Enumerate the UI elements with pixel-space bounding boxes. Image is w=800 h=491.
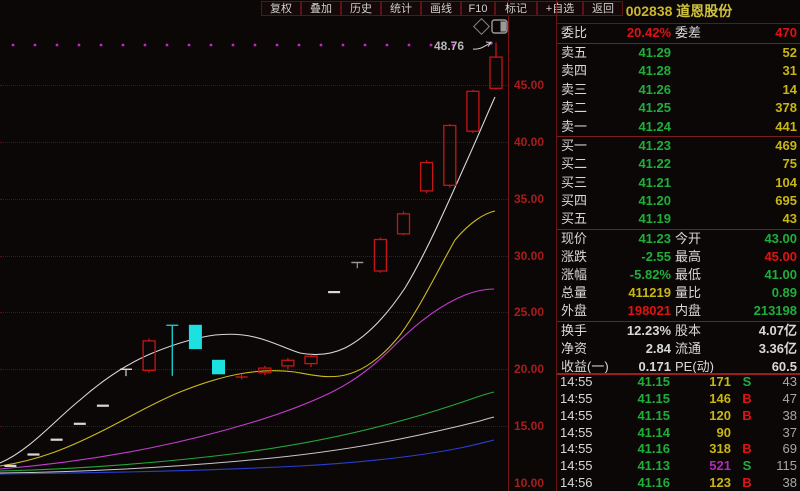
svg-text:48.76: 48.76 <box>434 39 464 53</box>
